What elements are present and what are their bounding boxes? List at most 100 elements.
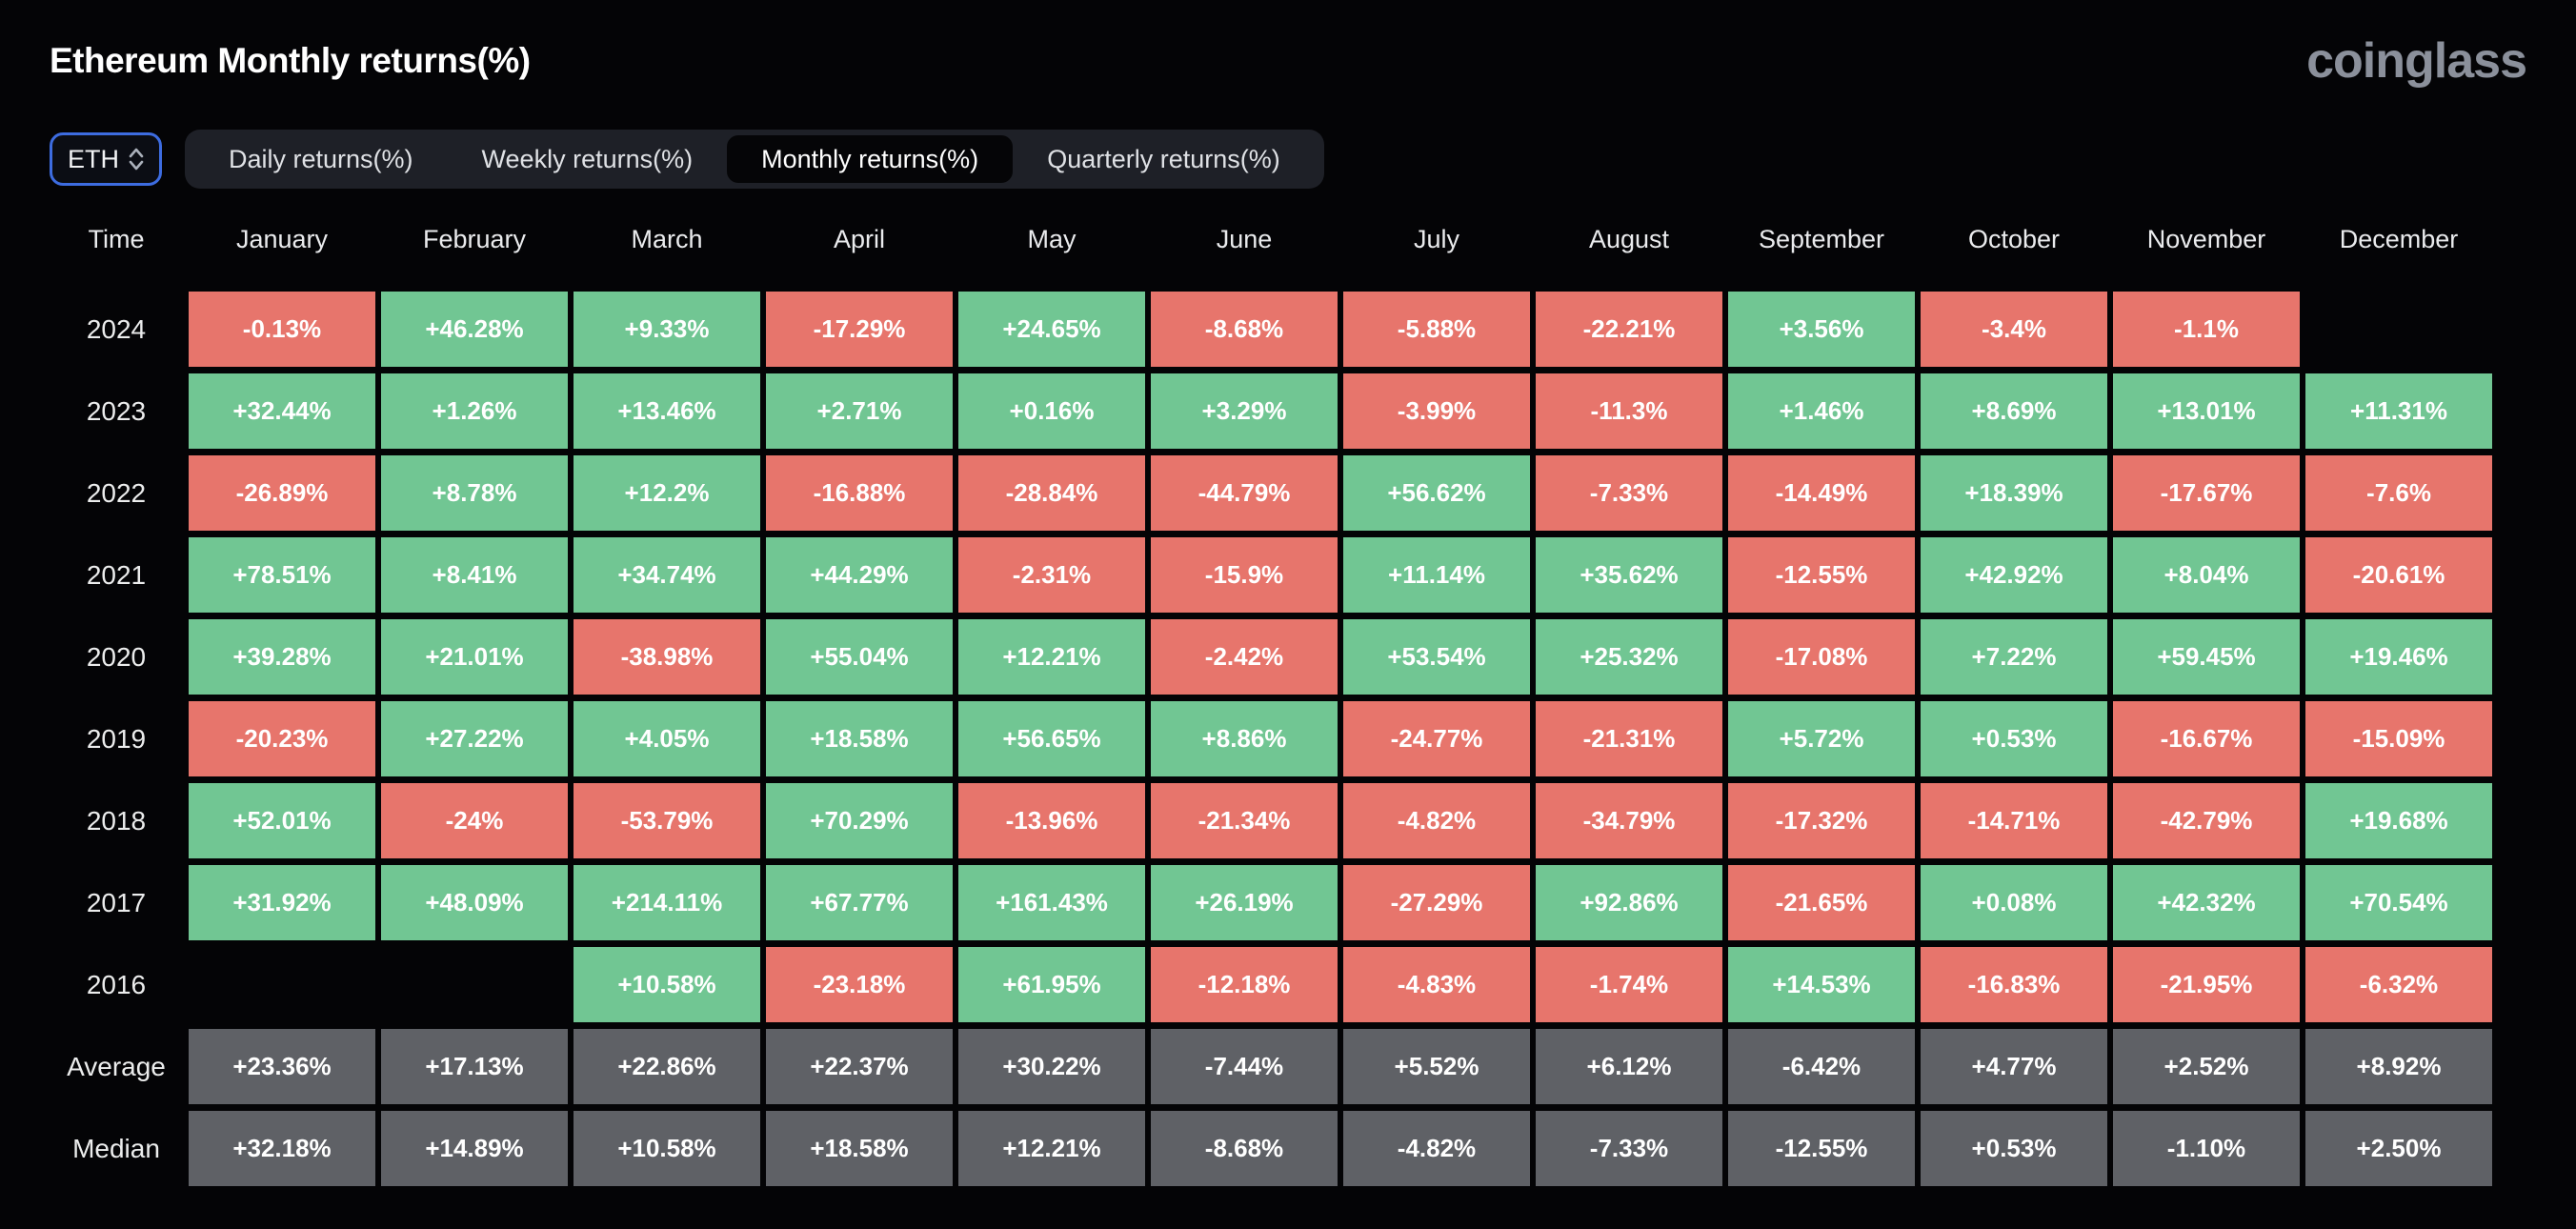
return-cell: -20.23% bbox=[189, 701, 375, 776]
return-cell: +17.13% bbox=[381, 1029, 568, 1104]
return-cell: +53.54% bbox=[1343, 619, 1530, 695]
symbol-select[interactable]: ETH bbox=[50, 132, 162, 186]
return-cell: -6.32% bbox=[2305, 947, 2492, 1022]
returns-tab-bar: Daily returns(%) Weekly returns(%) Monthly… bbox=[185, 130, 1324, 189]
tab-monthly[interactable]: Monthly returns(%) bbox=[727, 135, 1014, 183]
return-cell: +59.45% bbox=[2113, 619, 2300, 695]
topbar: Ethereum Monthly returns(%) coinglass bbox=[50, 0, 2527, 95]
return-cell: +92.86% bbox=[1536, 865, 1722, 940]
return-cell: +32.44% bbox=[189, 373, 375, 449]
return-cell: -15.9% bbox=[1151, 537, 1338, 613]
return-cell: -12.55% bbox=[1728, 537, 1915, 613]
return-cell: +8.86% bbox=[1151, 701, 1338, 776]
return-cell: -1.10% bbox=[2113, 1111, 2300, 1186]
return-cell: -15.09% bbox=[2305, 701, 2492, 776]
return-cell: -4.83% bbox=[1343, 947, 1530, 1022]
column-header-time: Time bbox=[88, 224, 145, 253]
symbol-select-value: ETH bbox=[68, 144, 119, 173]
return-cell: -8.68% bbox=[1151, 1111, 1338, 1186]
return-cell: +56.65% bbox=[958, 701, 1145, 776]
return-cell: +31.92% bbox=[189, 865, 375, 940]
return-cell: +44.29% bbox=[766, 537, 953, 613]
return-cell: -3.99% bbox=[1343, 373, 1530, 449]
return-cell: -7.33% bbox=[1536, 1111, 1722, 1186]
return-cell: +14.53% bbox=[1728, 947, 1915, 1022]
return-cell: -2.31% bbox=[958, 537, 1145, 613]
return-cell: -5.88% bbox=[1343, 292, 1530, 367]
return-cell: -17.32% bbox=[1728, 783, 1915, 858]
return-cell: -17.67% bbox=[2113, 455, 2300, 531]
row-label-2018: 2018 bbox=[86, 805, 147, 836]
row-label-2022: 2022 bbox=[86, 477, 147, 508]
return-cell: -17.29% bbox=[766, 292, 953, 367]
return-cell: +48.09% bbox=[381, 865, 568, 940]
return-cell: -16.83% bbox=[1921, 947, 2107, 1022]
return-cell: +5.52% bbox=[1343, 1029, 1530, 1104]
return-cell: -14.71% bbox=[1921, 783, 2107, 858]
return-cell: -28.84% bbox=[958, 455, 1145, 531]
tab-daily[interactable]: Daily returns(%) bbox=[229, 144, 413, 173]
column-header-january: January bbox=[235, 224, 329, 253]
return-cell: +11.14% bbox=[1343, 537, 1530, 613]
return-cell bbox=[2305, 292, 2492, 367]
return-cell: +0.16% bbox=[958, 373, 1145, 449]
return-cell: -42.79% bbox=[2113, 783, 2300, 858]
row-label-2020: 2020 bbox=[86, 641, 147, 672]
return-cell: +18.58% bbox=[766, 701, 953, 776]
row-label-2024: 2024 bbox=[86, 313, 147, 344]
column-header-november: November bbox=[2146, 224, 2266, 253]
return-cell: +4.05% bbox=[574, 701, 760, 776]
return-cell: +0.53% bbox=[1921, 1111, 2107, 1186]
return-cell: +5.72% bbox=[1728, 701, 1915, 776]
tab-weekly[interactable]: Weekly returns(%) bbox=[481, 144, 694, 173]
return-cell bbox=[381, 947, 568, 1022]
return-cell: -21.34% bbox=[1151, 783, 1338, 858]
return-cell: +70.54% bbox=[2305, 865, 2492, 940]
return-cell: +18.58% bbox=[766, 1111, 953, 1186]
returns-table: Time January February March April May June July… bbox=[50, 210, 2526, 1186]
return-cell: -1.74% bbox=[1536, 947, 1722, 1022]
return-cell: +55.04% bbox=[766, 619, 953, 695]
row-label-2017: 2017 bbox=[86, 887, 147, 917]
return-cell: -16.67% bbox=[2113, 701, 2300, 776]
return-cell: +3.56% bbox=[1728, 292, 1915, 367]
return-cell: +56.62% bbox=[1343, 455, 1530, 531]
row-label-average: Average bbox=[67, 1051, 166, 1081]
return-cell: +24.65% bbox=[958, 292, 1145, 367]
page: Ethereum Monthly returns(%) coinglass ET… bbox=[50, 0, 2527, 1186]
return-cell: -3.4% bbox=[1921, 292, 2107, 367]
return-cell: -14.49% bbox=[1728, 455, 1915, 531]
return-cell: +13.46% bbox=[574, 373, 760, 449]
tab-quarterly[interactable]: Quarterly returns(%) bbox=[1047, 144, 1280, 173]
return-cell: +12.2% bbox=[574, 455, 760, 531]
return-cell: +8.92% bbox=[2305, 1029, 2492, 1104]
return-cell: -1.1% bbox=[2113, 292, 2300, 367]
return-cell: +214.11% bbox=[574, 865, 760, 940]
return-cell: -7.6% bbox=[2305, 455, 2492, 531]
return-cell: -6.42% bbox=[1728, 1029, 1915, 1104]
return-cell: +8.04% bbox=[2113, 537, 2300, 613]
return-cell: +25.32% bbox=[1536, 619, 1722, 695]
return-cell: -11.3% bbox=[1536, 373, 1722, 449]
return-cell: +0.53% bbox=[1921, 701, 2107, 776]
return-cell: +10.58% bbox=[574, 947, 760, 1022]
return-cell: -2.42% bbox=[1151, 619, 1338, 695]
return-cell: +42.92% bbox=[1921, 537, 2107, 613]
return-cell: +14.89% bbox=[381, 1111, 568, 1186]
return-cell: +7.22% bbox=[1921, 619, 2107, 695]
row-label-2016: 2016 bbox=[86, 969, 147, 999]
return-cell: -44.79% bbox=[1151, 455, 1338, 531]
return-cell: -16.88% bbox=[766, 455, 953, 531]
return-cell: -26.89% bbox=[189, 455, 375, 531]
return-cell: +42.32% bbox=[2113, 865, 2300, 940]
return-cell: +52.01% bbox=[189, 783, 375, 858]
return-cell: +61.95% bbox=[958, 947, 1145, 1022]
return-cell: -34.79% bbox=[1536, 783, 1722, 858]
return-cell: +0.08% bbox=[1921, 865, 2107, 940]
return-cell: +39.28% bbox=[189, 619, 375, 695]
return-cell: -7.33% bbox=[1536, 455, 1722, 531]
return-cell: +13.01% bbox=[2113, 373, 2300, 449]
return-cell: +8.78% bbox=[381, 455, 568, 531]
select-updown-icon bbox=[129, 148, 144, 171]
return-cell: +30.22% bbox=[958, 1029, 1145, 1104]
